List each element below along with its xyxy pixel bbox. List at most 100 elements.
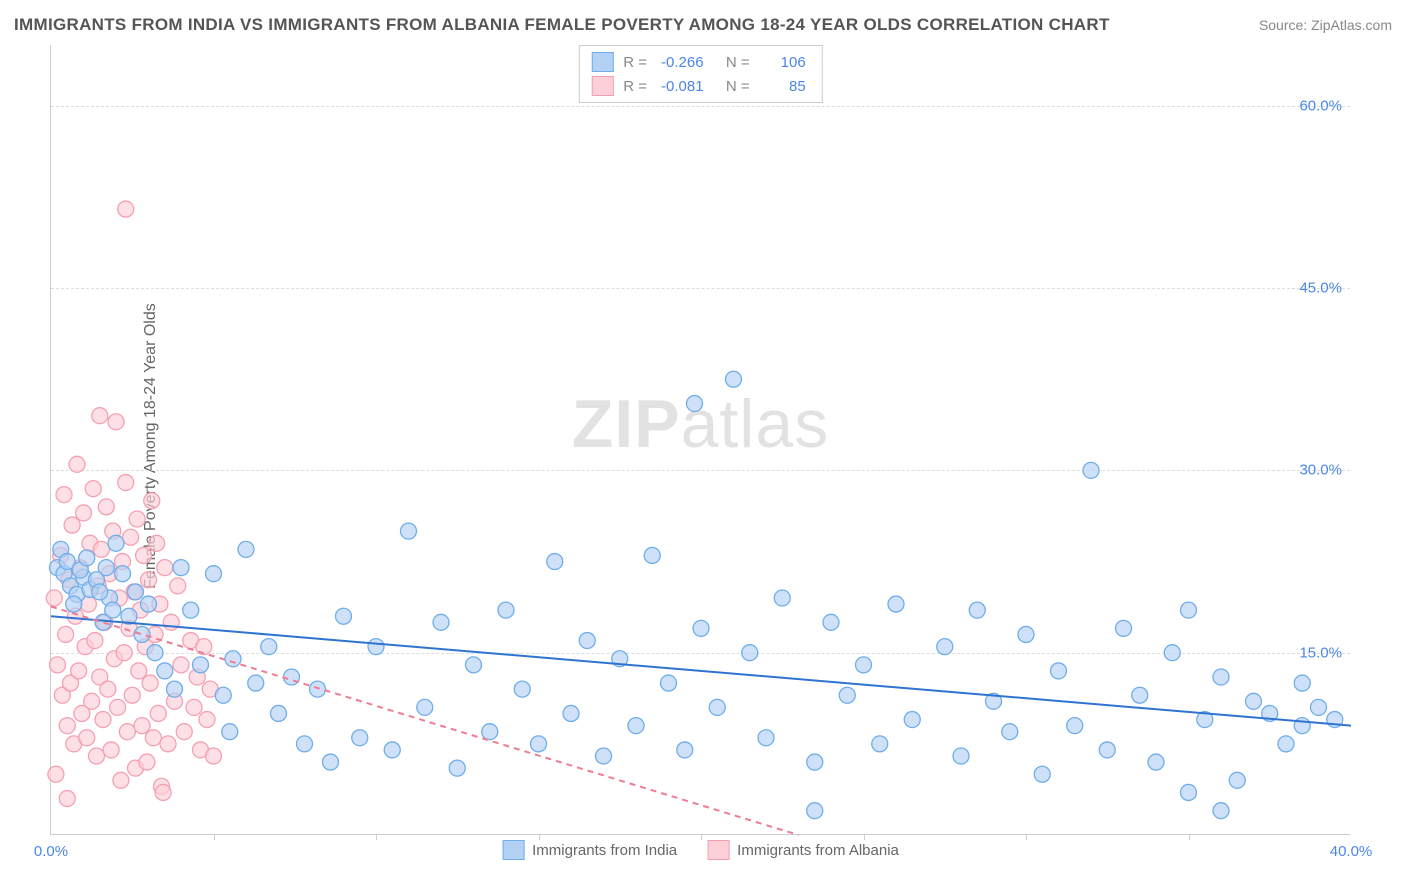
data-point [110, 699, 126, 715]
chart-title: IMMIGRANTS FROM INDIA VS IMMIGRANTS FROM… [14, 15, 1110, 35]
data-point [1148, 754, 1164, 770]
data-point [103, 742, 119, 758]
data-point [726, 371, 742, 387]
data-point [157, 663, 173, 679]
data-point [64, 517, 80, 533]
data-point [85, 481, 101, 497]
data-point [173, 560, 189, 576]
data-point [661, 675, 677, 691]
data-point [417, 699, 433, 715]
data-point [547, 554, 563, 570]
data-point [163, 614, 179, 630]
data-point [92, 584, 108, 600]
data-point [261, 639, 277, 655]
legend-n-label: N = [718, 54, 750, 71]
data-point [131, 663, 147, 679]
data-point [742, 645, 758, 661]
data-point [167, 681, 183, 697]
x-tick-label: 0.0% [34, 843, 68, 860]
legend-n-label: N = [718, 78, 750, 95]
data-point [323, 754, 339, 770]
data-point [71, 663, 87, 679]
data-point [160, 736, 176, 752]
data-point [1246, 693, 1262, 709]
data-point [531, 736, 547, 752]
data-point [1034, 766, 1050, 782]
legend-swatch [502, 840, 524, 860]
data-point [155, 784, 171, 800]
correlation-legend: R =-0.266 N =106R =-0.081 N =85 [578, 45, 822, 103]
data-point [124, 687, 140, 703]
data-point [193, 657, 209, 673]
data-point [628, 718, 644, 734]
data-point [87, 633, 103, 649]
data-point [1051, 663, 1067, 679]
data-point [937, 639, 953, 655]
data-point [93, 541, 109, 557]
data-point [238, 541, 254, 557]
data-point [596, 748, 612, 764]
legend-swatch [707, 840, 729, 860]
data-point [147, 645, 163, 661]
data-point [514, 681, 530, 697]
data-point [449, 760, 465, 776]
legend-r-value: -0.266 [657, 54, 708, 71]
plot-area: 15.0%30.0%45.0%60.0% 0.0%40.0% ZIPatlas … [50, 45, 1350, 835]
data-point [1132, 687, 1148, 703]
data-point [368, 639, 384, 655]
data-point [66, 596, 82, 612]
data-point [807, 754, 823, 770]
data-point [1213, 803, 1229, 819]
data-point [98, 560, 114, 576]
data-point [856, 657, 872, 673]
data-point [141, 572, 157, 588]
data-point [115, 566, 131, 582]
data-point [139, 754, 155, 770]
data-point [59, 791, 75, 807]
data-point [248, 675, 264, 691]
correlation-legend-row: R =-0.266 N =106 [591, 50, 809, 74]
data-point [113, 772, 129, 788]
data-point [76, 505, 92, 521]
data-point [118, 201, 134, 217]
data-point [1164, 645, 1180, 661]
data-point [758, 730, 774, 746]
data-point [89, 748, 105, 764]
scatter-svg [51, 45, 1350, 834]
data-point [904, 712, 920, 728]
data-point [84, 693, 100, 709]
data-point [48, 766, 64, 782]
data-point [1083, 462, 1099, 478]
data-point [271, 705, 287, 721]
data-point [100, 681, 116, 697]
data-point [150, 705, 166, 721]
data-point [823, 614, 839, 630]
data-point [336, 608, 352, 624]
data-point [1099, 742, 1115, 758]
series-legend-item: Immigrants from Albania [707, 840, 899, 860]
data-point [953, 748, 969, 764]
data-point [1278, 736, 1294, 752]
data-point [69, 456, 85, 472]
x-tick-mark [214, 834, 215, 840]
data-point [1116, 620, 1132, 636]
data-point [215, 687, 231, 703]
legend-r-label: R = [623, 78, 647, 95]
data-point [118, 475, 134, 491]
x-tick-mark [376, 834, 377, 840]
data-point [839, 687, 855, 703]
data-point [79, 730, 95, 746]
data-point [709, 699, 725, 715]
data-point [173, 657, 189, 673]
source-attribution: Source: ZipAtlas.com [1259, 17, 1392, 33]
data-point [149, 535, 165, 551]
data-point [79, 550, 95, 566]
series-legend-label: Immigrants from India [532, 842, 677, 859]
data-point [677, 742, 693, 758]
legend-swatch [591, 52, 613, 72]
data-point [108, 535, 124, 551]
data-point [206, 748, 222, 764]
data-point [401, 523, 417, 539]
data-point [105, 602, 121, 618]
data-point [1294, 675, 1310, 691]
